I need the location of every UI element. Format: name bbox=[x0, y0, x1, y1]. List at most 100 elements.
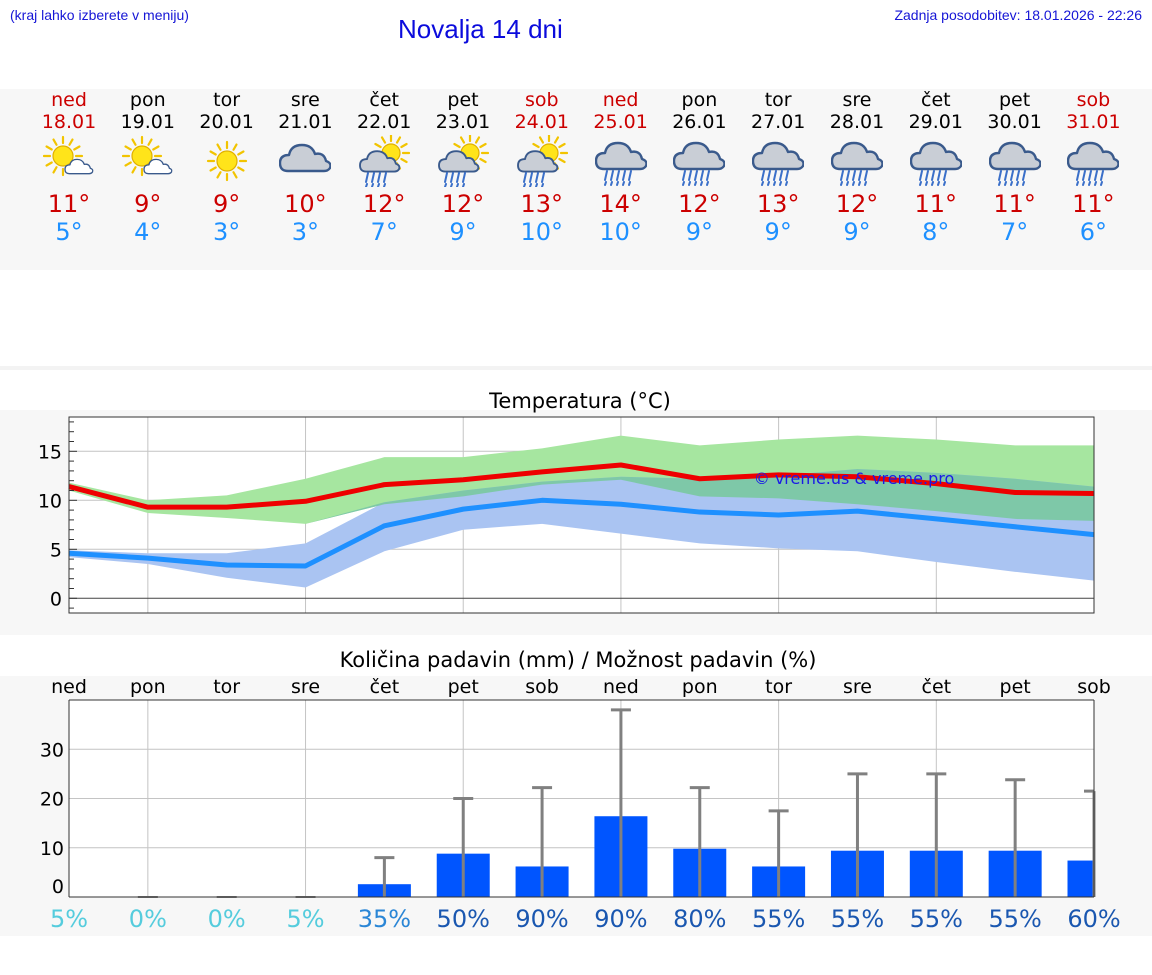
day-cell: pet 23.01 12° 9° bbox=[423, 89, 503, 246]
day-date: 25.01 bbox=[593, 111, 648, 133]
y-tick-label: 20 bbox=[40, 789, 64, 811]
y-tick-label: 30 bbox=[40, 739, 64, 761]
day-category-label: ned bbox=[51, 676, 87, 698]
sun-cloud-rain-icon bbox=[438, 135, 489, 187]
sun-cloud-icon bbox=[43, 135, 94, 177]
day-cell: sob 24.01 13° 10° bbox=[502, 89, 582, 246]
day-date: 24.01 bbox=[514, 111, 569, 133]
day-date: 27.01 bbox=[750, 111, 806, 133]
precipitation-chart: Količina padavin (mm) / Možnost padavin … bbox=[40, 648, 1121, 933]
cloud-rain-icon bbox=[988, 141, 1041, 186]
sun-icon bbox=[206, 140, 247, 182]
min-temp: 7° bbox=[370, 218, 398, 246]
day-name: pon bbox=[129, 89, 166, 111]
y-tick-label: 15 bbox=[38, 441, 62, 463]
precipitation-chance-label: 55% bbox=[752, 905, 805, 933]
day-cell: pon 19.01 9° 4° bbox=[108, 89, 188, 246]
precipitation-chance-label: 50% bbox=[437, 905, 490, 933]
day-cell: ned 25.01 14° 10° bbox=[581, 89, 661, 246]
max-temp: 12° bbox=[678, 190, 721, 218]
max-temp: 14° bbox=[599, 190, 642, 218]
y-tick-label: 10 bbox=[38, 490, 62, 512]
max-temp: 11° bbox=[914, 190, 958, 218]
max-temp: 11° bbox=[1072, 190, 1115, 218]
day-cell: tor 20.01 9° 3° bbox=[187, 89, 267, 246]
max-temp: 12° bbox=[362, 190, 406, 218]
day-category-label: sob bbox=[525, 676, 559, 698]
day-category-label: čet bbox=[922, 676, 952, 698]
day-category-label: sre bbox=[843, 676, 872, 698]
day-date: 31.01 bbox=[1066, 111, 1121, 133]
cloud-rain-icon bbox=[752, 141, 805, 186]
cloud-rain-icon bbox=[673, 141, 726, 186]
day-date: 29.01 bbox=[908, 111, 963, 133]
day-cell: pet 30.01 11° 7° bbox=[975, 89, 1055, 246]
watermark: © vreme.us & vreme.pro bbox=[754, 469, 955, 488]
max-temp: 13° bbox=[756, 190, 800, 218]
min-temp: 4° bbox=[134, 218, 162, 246]
sun-cloud-icon bbox=[121, 135, 173, 177]
precipitation-chance-label: 35% bbox=[358, 905, 411, 933]
page-title: Novalja 14 dni bbox=[398, 14, 563, 44]
last-update-text: Zadnja posodobitev: 18.01.2026 - 22:26 bbox=[894, 7, 1142, 23]
precipitation-chance-label: 90% bbox=[594, 905, 647, 933]
day-category-label: sob bbox=[1077, 676, 1111, 698]
day-name: pet bbox=[447, 89, 479, 111]
sun-cloud-rain-icon bbox=[516, 135, 568, 187]
precipitation-bar bbox=[1067, 860, 1094, 897]
precipitation-chance-label: 0% bbox=[208, 905, 246, 933]
day-name: čet bbox=[921, 89, 951, 111]
precipitation-chance-label: 90% bbox=[515, 905, 568, 933]
day-date: 28.01 bbox=[829, 111, 885, 133]
day-category-label: sre bbox=[291, 676, 320, 698]
day-name: tor bbox=[764, 89, 792, 111]
day-date: 19.01 bbox=[120, 111, 175, 133]
precipitation-chance-label: 55% bbox=[831, 905, 884, 933]
max-temp: 11° bbox=[47, 190, 91, 218]
min-temp: 10° bbox=[520, 218, 564, 246]
precipitation-chance-label: 60% bbox=[1067, 905, 1120, 933]
cloud-rain-icon bbox=[594, 141, 647, 186]
day-name: tor bbox=[213, 89, 241, 111]
day-date: 23.01 bbox=[435, 111, 491, 133]
plot-frame bbox=[68, 416, 1095, 614]
day-date: 20.01 bbox=[199, 111, 254, 133]
location-hint: (kraj lahko izberete v meniju) bbox=[10, 7, 189, 23]
min-temp-line bbox=[68, 497, 1095, 569]
day-name: sre bbox=[842, 89, 872, 111]
daily-forecast-row: ned 18.01 11° 5° pon 19.01 9° 4° tor 20.01 9° 3° sre… bbox=[0, 89, 1152, 259]
max-temp: 11° bbox=[993, 190, 1036, 218]
day-category-label: pet bbox=[448, 676, 479, 698]
min-temp: 9° bbox=[449, 218, 477, 246]
cloud-rain-icon bbox=[1067, 141, 1120, 186]
day-date: 30.01 bbox=[987, 111, 1042, 133]
max-temp: 13° bbox=[520, 190, 564, 218]
overlap-band bbox=[69, 468, 1094, 524]
temperature-chart-title: Temperatura (°C) bbox=[488, 389, 671, 413]
day-name: sre bbox=[290, 89, 320, 111]
min-temp: 9° bbox=[685, 218, 714, 246]
precipitation-chance-label: 55% bbox=[988, 905, 1041, 933]
temperature-chart: Temperatura (°C) 0 5 10 15 © vreme.us & vreme… bbox=[38, 389, 1095, 614]
day-cell: sre 28.01 12° 9° bbox=[817, 89, 897, 246]
min-temp: 9° bbox=[764, 218, 792, 246]
day-category-label: ned bbox=[603, 676, 639, 698]
day-date: 21.01 bbox=[278, 111, 333, 133]
max-temp-line bbox=[68, 462, 1095, 510]
day-name: pet bbox=[998, 89, 1031, 111]
y-tick-label: 0 bbox=[50, 588, 62, 610]
max-temp: 12° bbox=[835, 190, 879, 218]
day-category-label: pon bbox=[130, 676, 166, 698]
cloud-rain-icon bbox=[909, 141, 962, 186]
min-temp: 8° bbox=[922, 218, 950, 246]
y-tick-label: 0 bbox=[52, 876, 64, 898]
max-temp: 9° bbox=[212, 190, 241, 218]
day-cell: čet 22.01 12° 7° bbox=[344, 89, 424, 246]
day-cell: čet 29.01 11° 8° bbox=[896, 89, 976, 246]
min-temp: 6° bbox=[1079, 218, 1108, 246]
day-category-label: pon bbox=[682, 676, 718, 698]
day-cell: pon 26.01 12° 9° bbox=[659, 89, 739, 246]
day-name: ned bbox=[602, 89, 639, 111]
min-temp: 5° bbox=[55, 218, 83, 246]
min-temp: 3° bbox=[212, 218, 241, 246]
